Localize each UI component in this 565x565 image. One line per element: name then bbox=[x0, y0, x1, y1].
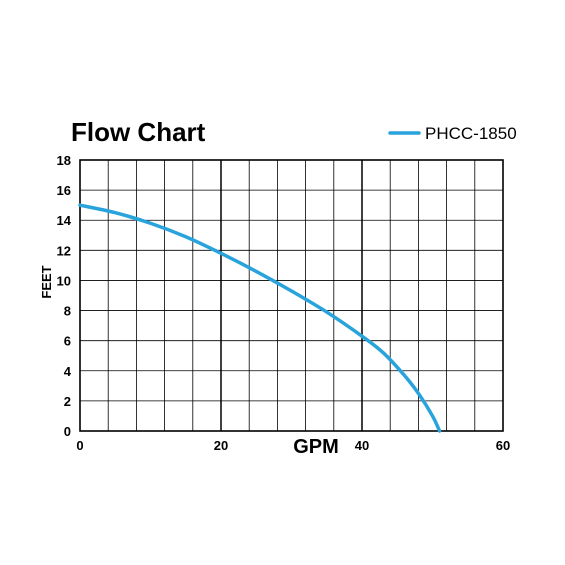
y-tick-label: 12 bbox=[57, 243, 71, 258]
tick-labels: 0 2 4 6 8 10 12 14 16 18 0 20 40 60 bbox=[57, 153, 511, 453]
legend-label: PHCC-1850 bbox=[425, 124, 517, 143]
y-tick-label: 4 bbox=[64, 364, 72, 379]
y-tick-label: 2 bbox=[64, 394, 71, 409]
y-tick-label: 6 bbox=[64, 334, 71, 349]
y-axis-title: FEET bbox=[39, 265, 54, 298]
y-tick-label: 10 bbox=[57, 273, 71, 288]
chart-title: Flow Chart bbox=[71, 117, 206, 147]
x-tick-label: 0 bbox=[76, 438, 83, 453]
series-line-phcc-1850 bbox=[78, 203, 442, 433]
x-tick-label: 60 bbox=[496, 438, 510, 453]
legend: PHCC-1850 bbox=[388, 124, 517, 143]
x-tick-label: 40 bbox=[355, 438, 369, 453]
y-tick-label: 8 bbox=[64, 304, 71, 319]
y-tick-label: 16 bbox=[57, 183, 71, 198]
y-tick-label: 0 bbox=[64, 424, 71, 439]
grid bbox=[80, 160, 503, 431]
plot-frame bbox=[79, 159, 504, 432]
y-tick-label: 14 bbox=[57, 213, 72, 228]
x-axis-title: GPM bbox=[293, 436, 339, 458]
y-tick-label: 18 bbox=[57, 153, 71, 168]
x-tick-label: 20 bbox=[214, 438, 228, 453]
